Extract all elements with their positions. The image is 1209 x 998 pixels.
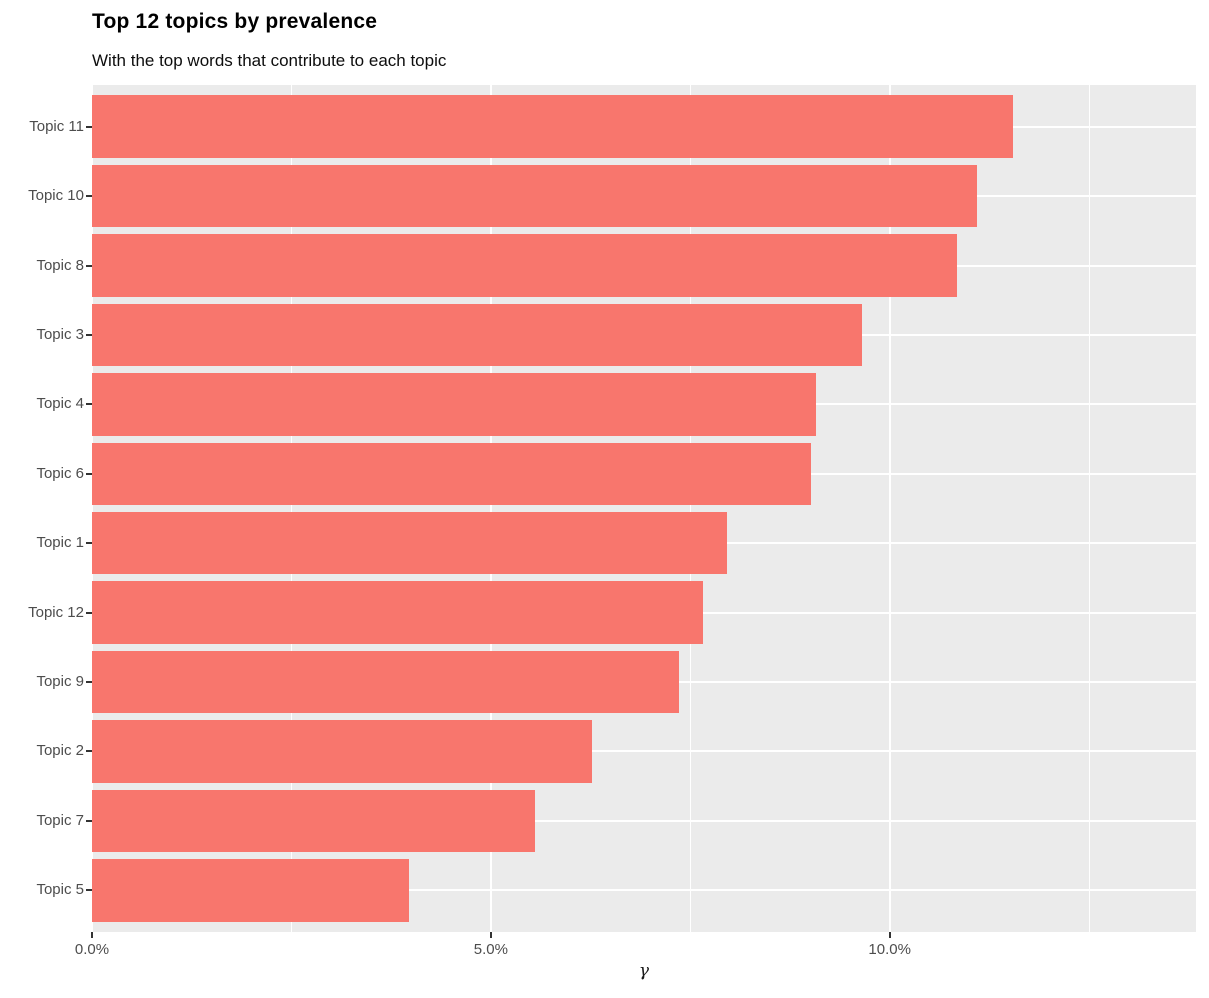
y-axis-label: Topic 10 [28, 187, 84, 205]
major-gridline [888, 85, 891, 932]
bar-topic-5 [92, 859, 409, 922]
bar-topic-2 [92, 720, 593, 783]
y-axis-label: Topic 11 [29, 117, 84, 135]
y-axis-tick [86, 889, 92, 892]
y-axis-label: Topic 6 [36, 464, 84, 482]
major-gridline [489, 85, 492, 932]
y-axis-tick [86, 403, 92, 406]
y-axis-tick [86, 195, 92, 198]
y-axis-label: Topic 1 [36, 534, 84, 552]
y-axis-label: Topic 4 [36, 395, 84, 413]
bar-topic-9 [92, 650, 680, 714]
plot-panel [92, 85, 1196, 932]
y-axis-label: Topic 2 [36, 742, 84, 760]
category-gridline [92, 889, 1196, 892]
category-gridline [92, 750, 1196, 753]
bar-topic-11 [92, 95, 1013, 158]
y-axis-tick [86, 472, 92, 475]
x-axis-title: γ [638, 961, 650, 981]
y-axis-tick [86, 750, 92, 753]
y-axis-tick [86, 611, 92, 614]
y-axis-label: Topic 12 [28, 603, 84, 621]
x-axis-tick [91, 932, 93, 938]
y-axis-label: Topic 9 [36, 673, 84, 691]
category-gridline [92, 819, 1196, 822]
chart-subtitle: With the top words that contribute to ea… [92, 51, 447, 70]
y-axis-tick [86, 681, 92, 684]
bar-topic-10 [92, 164, 978, 228]
bar-topic-12 [92, 581, 704, 644]
minor-gridline [689, 85, 691, 932]
x-axis-tick-label: 5.0% [473, 941, 508, 958]
y-axis-tick [86, 333, 92, 336]
y-axis-tick [86, 819, 92, 822]
y-axis-label: Topic 5 [36, 881, 84, 899]
y-axis-label: Topic 7 [36, 811, 84, 829]
major-gridline [92, 85, 93, 932]
bar-topic-4 [92, 373, 816, 436]
minor-gridline [1088, 85, 1090, 932]
bar-topic-6 [92, 442, 811, 505]
x-axis-tick-label: 10.0% [868, 941, 911, 958]
y-axis-label: Topic 8 [36, 256, 84, 274]
y-axis-tick [86, 125, 92, 128]
x-axis-tick [489, 932, 492, 938]
y-axis-tick [86, 264, 92, 267]
y-axis-tick [86, 542, 92, 545]
x-axis-tick-label: 0.0% [74, 941, 110, 958]
chart-title: Top 12 topics by prevalence [92, 10, 378, 33]
y-axis-label: Topic 3 [36, 325, 84, 343]
minor-gridline [290, 85, 292, 932]
x-axis-tick [888, 932, 891, 938]
bar-topic-3 [92, 303, 862, 367]
bar-topic-1 [92, 511, 727, 575]
bar-topic-7 [92, 789, 535, 853]
bar-topic-8 [92, 234, 958, 297]
